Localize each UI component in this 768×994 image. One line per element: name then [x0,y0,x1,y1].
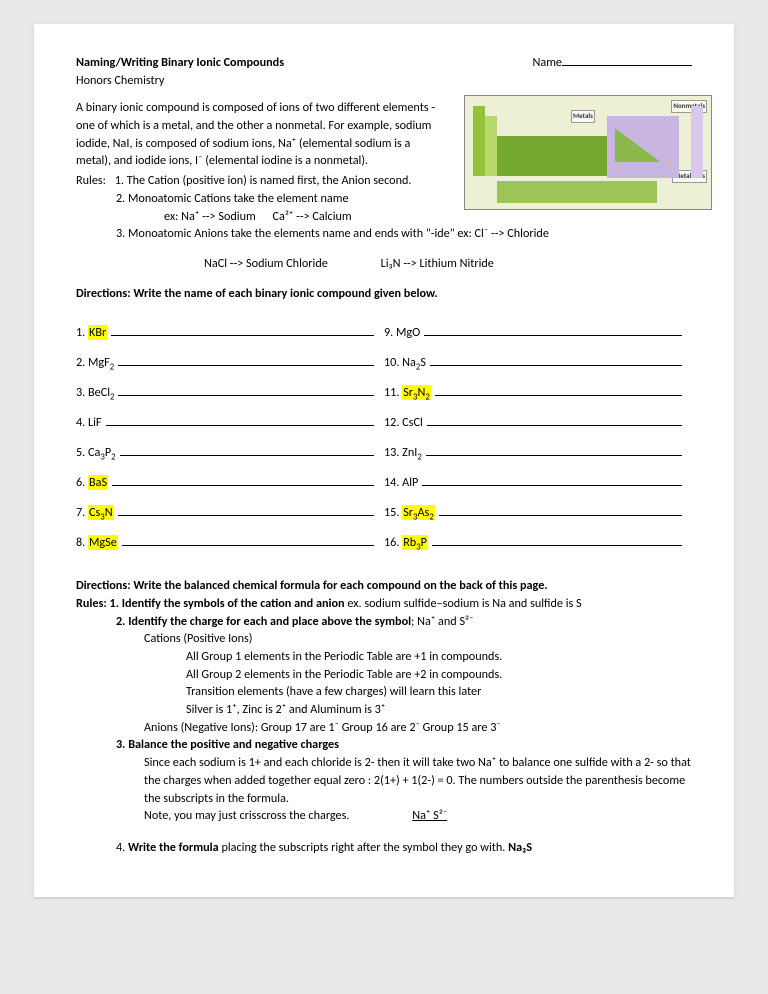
directions-1: Directions: Write the name of each binar… [76,285,692,303]
question-formula: 15. Sr3As2 [384,504,435,522]
anions-label: Anions (Negative Ions): Group 17 are 1⁻ … [76,719,692,737]
rule2-4b: Write the formula [128,840,219,855]
periodic-table-thumbnail: Metals Nonmetals Metalloids [464,95,712,210]
rules-label: Rules: [76,173,106,188]
crisscross-note: Note, you may just crisscross the charge… [144,808,349,823]
question-14: 14. AlP [384,474,692,492]
intro-paragraph: A binary ionic compound is composed of i… [76,99,436,170]
answer-blank[interactable] [118,354,374,366]
rule-2: 2. Monoatomic Cations take the element n… [76,191,349,206]
section-2: Directions: Write the balanced chemical … [76,577,692,856]
question-formula: 6. BaS [76,474,108,492]
question-formula: 11. Sr3N2 [384,384,431,402]
example-1: NaCl --> Sodium Chloride [204,256,328,271]
answer-blank[interactable] [122,533,374,545]
balance-text-1: Since each sodium is 1+ and each chlorid… [76,754,692,807]
question-5: 5. Ca3P2 [76,444,384,462]
name-label: Name [532,54,562,72]
rule2-1b: ex. sodium sulfide–sodium is Na and sulf… [345,596,582,611]
rules2-line1: Rules: 1. Identify the symbols of the ca… [76,595,692,613]
question-formula: 2. MgF2 [76,354,114,372]
directions-2: Directions: Write the balanced chemical … [76,577,692,595]
question-11: 11. Sr3N2 [384,384,692,402]
rule2-2: 2. Identify the charge for each and plac… [76,613,692,631]
answer-blank[interactable] [424,324,682,336]
question-8: 8. MgSe [76,533,384,551]
question-15: 15. Sr3As2 [384,504,692,522]
balance-text-2: Note, you may just crisscross the charge… [76,807,692,825]
answer-blank[interactable] [118,504,374,516]
question-12: 12. CsCl [384,414,692,432]
cation-rule-3: Transition elements (have a few charges)… [76,683,692,701]
question-formula: 9. MgO [384,324,420,342]
answer-blank[interactable] [120,444,374,456]
question-6: 6. BaS [76,474,384,492]
question-4: 4. LiF [76,414,384,432]
answer-blank[interactable] [422,474,682,486]
crisscross-symbols: Na⁺ S²⁻ [352,807,447,825]
question-formula: 10. Na2S [384,354,426,372]
rules2-label: Rules: [76,596,107,611]
question-9: 9. MgO [384,324,692,342]
answer-blank[interactable] [432,533,682,545]
question-formula: 5. Ca3P2 [76,444,116,462]
question-16: 16. Rb3P [384,533,692,551]
header: Naming/Writing Binary Ionic Compounds Ho… [76,54,692,89]
pt-metals-label: Metals [571,110,595,122]
rule-2-ex-a: ex: Na⁺ --> Sodium [76,209,256,224]
question-formula: 3. BeCl2 [76,384,114,402]
answer-blank[interactable] [112,474,374,486]
rule2-1a: 1. Identify the symbols of the cation an… [110,596,345,611]
question-formula: 13. ZnI2 [384,444,422,462]
example-2: Li₃N --> Lithium Nitride [331,256,494,271]
cation-rule-2: All Group 2 elements in the Periodic Tab… [76,666,692,684]
answer-blank[interactable] [426,444,682,456]
question-formula: 14. AlP [384,474,418,492]
question-formula: 12. CsCl [384,414,423,432]
question-1: 1. KBr [76,324,384,342]
question-formula: 4. LiF [76,414,102,432]
rule2-4c: placing the subscripts right after the s… [219,840,508,855]
questions-grid: 1. KBr 2. MgF2 3. BeCl2 4. LiF 5. Ca3P2 6. Ba… [76,312,692,563]
question-formula: 8. MgSe [76,534,118,552]
answer-blank[interactable] [111,324,374,336]
rule2-2b: ; Na⁺ and S²⁻ [411,614,473,629]
question-7: 7. Cs3N [76,504,384,522]
answer-blank[interactable] [427,414,682,426]
rule2-3: 3. Balance the positive and negative cha… [76,736,692,754]
question-formula: 1. KBr [76,324,107,342]
question-formula: 7. Cs3N [76,504,114,522]
page-title: Naming/Writing Binary Ionic Compounds [76,55,284,70]
examples-row: NaCl --> Sodium Chloride Li₃N --> Lithiu… [76,255,692,273]
questions-left: 1. KBr 2. MgF2 3. BeCl2 4. LiF 5. Ca3P2 6. Ba… [76,312,384,563]
rule-1: 1. The Cation (positive ion) is named fi… [109,173,412,188]
questions-right: 9. MgO 10. Na2S 11. Sr3N2 12. CsCl 13. ZnI2 1… [384,312,692,563]
cations-label: Cations (Positive Ions) [76,630,692,648]
title-block: Naming/Writing Binary Ionic Compounds Ho… [76,54,532,89]
rule-2-ex-b: Ca²⁺ --> Calcium [259,209,352,224]
rule-3: 3. Monoatomic Anions take the elements n… [76,226,549,241]
question-10: 10. Na2S [384,354,692,372]
cation-rule-1: All Group 1 elements in the Periodic Tab… [76,648,692,666]
answer-blank[interactable] [435,384,682,396]
cation-rule-4: Silver is 1⁺, Zinc is 2⁺ and Aluminum is… [76,701,692,719]
question-2: 2. MgF2 [76,354,384,372]
name-blank[interactable] [562,54,692,66]
question-formula: 16. Rb3P [384,534,428,552]
question-13: 13. ZnI2 [384,444,692,462]
rule2-4: 4. Write the formula placing the subscri… [76,839,692,857]
answer-blank[interactable] [430,354,682,366]
answer-blank[interactable] [106,414,374,426]
worksheet-page: Naming/Writing Binary Ionic Compounds Ho… [34,24,734,897]
answer-blank[interactable] [439,504,682,516]
name-field: Name [532,54,692,89]
answer-blank[interactable] [118,384,374,396]
question-3: 3. BeCl2 [76,384,384,402]
subtitle: Honors Chemistry [76,73,164,88]
rule2-4a: 4. [116,840,128,855]
intro-block: A binary ionic compound is composed of i… [76,99,692,272]
rule2-2a: 2. Identify the charge for each and plac… [116,614,411,629]
rule2-4d: Na₂S [508,840,532,855]
